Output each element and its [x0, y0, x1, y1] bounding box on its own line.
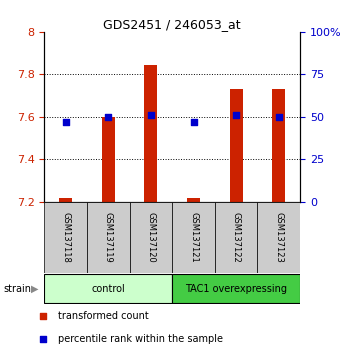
Bar	[87, 202, 130, 273]
Bar	[187, 198, 200, 202]
Text: strain: strain	[3, 284, 31, 293]
Point	[63, 119, 68, 125]
Bar	[272, 89, 285, 202]
Text: ▶: ▶	[31, 284, 38, 293]
Point	[148, 112, 153, 118]
Bar	[44, 274, 172, 303]
Point	[233, 112, 239, 118]
Bar	[145, 65, 157, 202]
Bar	[59, 198, 72, 202]
Bar	[172, 202, 215, 273]
Point	[41, 336, 46, 342]
Bar	[230, 89, 242, 202]
Point	[41, 313, 46, 319]
Text: GSM137122: GSM137122	[232, 212, 241, 263]
Text: percentile rank within the sample: percentile rank within the sample	[58, 334, 223, 344]
Bar	[44, 202, 87, 273]
Bar	[172, 274, 300, 303]
Point	[276, 114, 282, 120]
Text: transformed count: transformed count	[58, 311, 149, 321]
Bar	[215, 202, 257, 273]
Title: GDS2451 / 246053_at: GDS2451 / 246053_at	[103, 18, 241, 31]
Text: GSM137120: GSM137120	[146, 212, 155, 263]
Bar	[130, 202, 172, 273]
Point	[191, 119, 196, 125]
Point	[106, 114, 111, 120]
Text: GSM137118: GSM137118	[61, 212, 70, 263]
Bar	[257, 202, 300, 273]
Text: GSM137123: GSM137123	[274, 212, 283, 263]
Text: control: control	[91, 284, 125, 293]
Text: GSM137119: GSM137119	[104, 212, 113, 263]
Text: GSM137121: GSM137121	[189, 212, 198, 263]
Text: TAC1 overexpressing: TAC1 overexpressing	[185, 284, 287, 293]
Bar	[102, 117, 115, 202]
